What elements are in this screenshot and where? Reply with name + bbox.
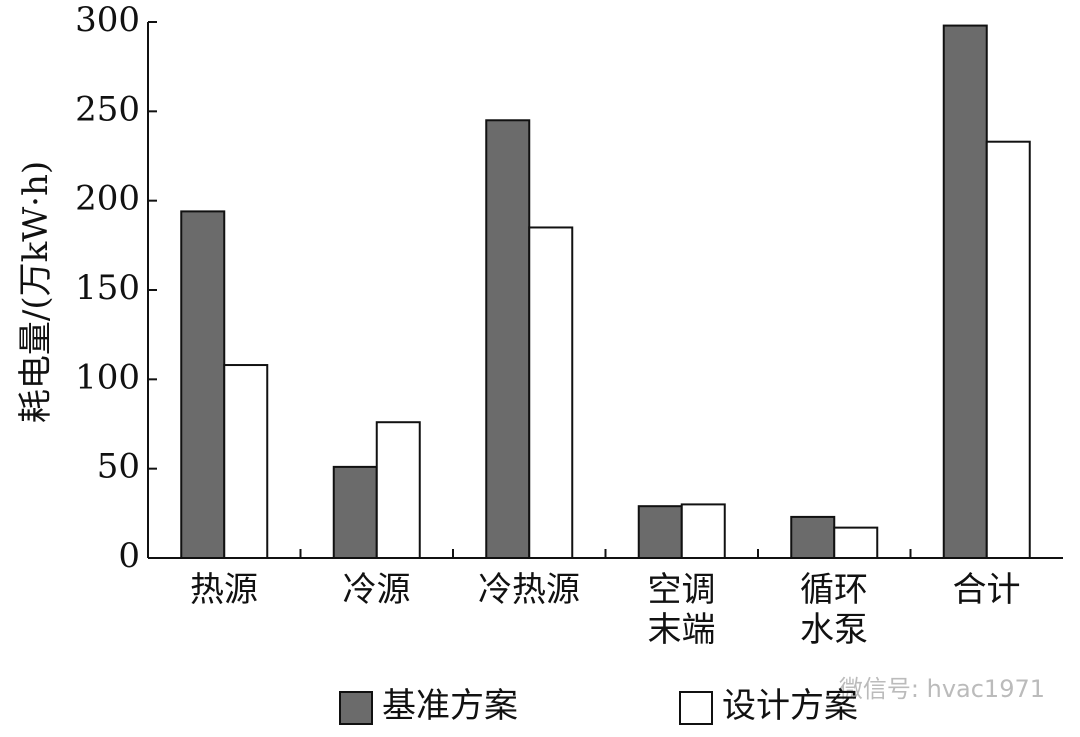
y-tick-label: 150 xyxy=(75,268,140,308)
bar xyxy=(790,515,836,560)
legend-label: 基准方案 xyxy=(382,686,518,726)
legend-swatch xyxy=(339,691,373,725)
x-tick-label: 循环 水泵 xyxy=(800,570,868,650)
legend-label: 设计方案 xyxy=(722,686,858,726)
bar xyxy=(485,119,531,560)
y-tick-label: 100 xyxy=(75,357,140,397)
bar xyxy=(375,421,421,560)
y-tick-label: 0 xyxy=(118,536,140,576)
bar xyxy=(637,505,683,560)
y-axis-label: 耗电量/(万kW·h) xyxy=(16,161,56,423)
y-tick-label: 300 xyxy=(75,0,140,40)
bar xyxy=(223,364,269,560)
watermark: 微信号: hvac1971 xyxy=(839,675,1045,703)
y-tick-label: 250 xyxy=(75,89,140,129)
y-tick-label: 50 xyxy=(97,447,140,487)
bar xyxy=(985,140,1031,559)
x-tick-label: 冷源 xyxy=(342,570,411,610)
legend-swatch xyxy=(679,691,713,725)
x-tick-label: 空调 末端 xyxy=(647,570,716,650)
bar xyxy=(528,226,574,559)
bar xyxy=(180,210,226,560)
x-tick-label: 热源 xyxy=(190,570,258,610)
y-tick-label: 200 xyxy=(75,179,140,219)
x-tick-label: 冷热源 xyxy=(478,570,580,610)
bar xyxy=(833,526,879,559)
bar xyxy=(332,465,378,560)
x-tick-label: 合计 xyxy=(952,570,1021,610)
bar xyxy=(942,24,988,560)
bar xyxy=(680,503,726,559)
